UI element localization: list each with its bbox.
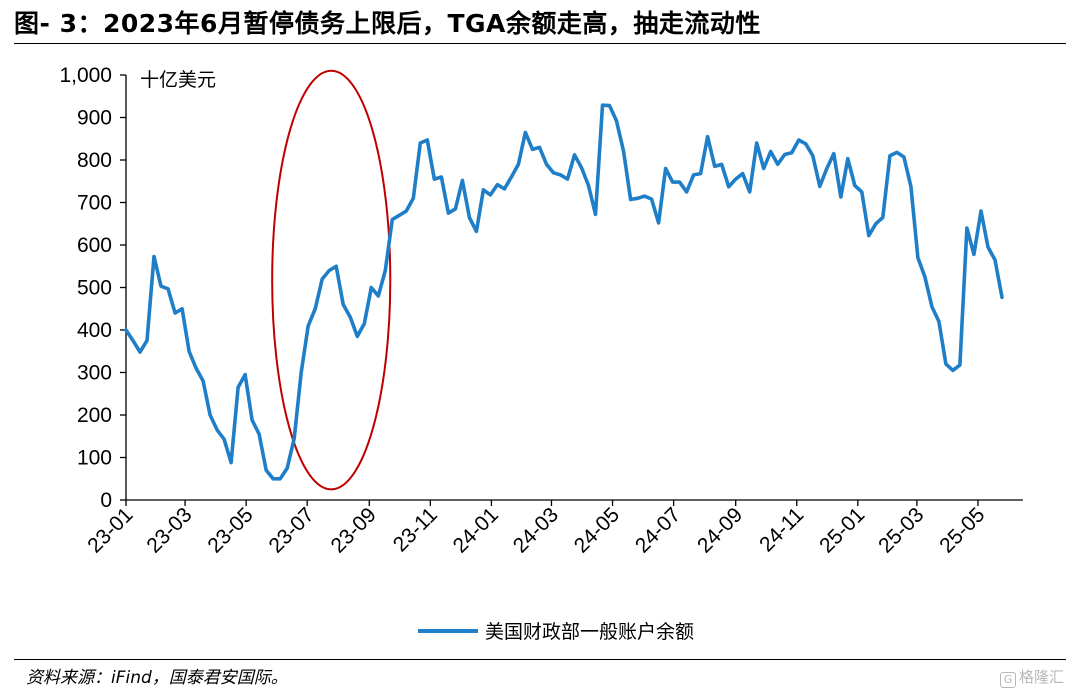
figure-title: 图- 3：2023年6月暂停债务上限后，TGA余额走高，抽走流动性 <box>14 9 761 38</box>
series-layer <box>124 103 1004 481</box>
series-line <box>124 103 1004 481</box>
watermark-text: 格隆汇 <box>1018 668 1064 686</box>
y-tick-label: 400 <box>77 319 112 342</box>
title-divider <box>14 43 1066 44</box>
watermark-logo-icon: G <box>999 672 1016 688</box>
highlight-layer <box>271 69 392 491</box>
y-tick-label: 700 <box>77 192 112 215</box>
y-tick-label: 600 <box>77 234 112 257</box>
y-tick-label: 100 <box>77 447 112 470</box>
y-tick-label: 300 <box>77 362 112 385</box>
x-tick-label: 25-03 <box>874 503 928 557</box>
x-tick-label: 23-11 <box>389 503 442 556</box>
x-tick-label: 24-03 <box>509 503 563 557</box>
x-tick-label: 24-05 <box>570 503 624 557</box>
x-tick-label: 24-11 <box>755 503 808 556</box>
y-tick-label: 900 <box>77 107 112 130</box>
x-tick-label: 25-05 <box>935 503 989 557</box>
source-note: 资料来源：iFind，国泰君安国际。 <box>26 668 288 688</box>
highlight-ellipse <box>271 69 392 491</box>
y-tick-label: 0 <box>100 489 112 512</box>
x-tick-label: 24-01 <box>449 503 503 557</box>
x-tick-label: 24-07 <box>631 503 685 557</box>
legend-label: 美国财政部一般账户余额 <box>485 621 694 643</box>
y-tick-label: 1,000 <box>59 64 112 87</box>
x-tick-label: 23-09 <box>327 503 381 557</box>
x-tick-label: 25-01 <box>815 503 869 557</box>
x-tick-label: 23-05 <box>203 503 257 557</box>
y-tick-label: 800 <box>77 149 112 172</box>
watermark: G 格隆汇 <box>999 666 1064 688</box>
x-tick-label: 23-07 <box>264 503 318 557</box>
legend: 美国财政部一般账户余额 <box>418 621 694 643</box>
x-tick-label: 23-03 <box>142 503 196 557</box>
y-tick-label: 500 <box>77 277 112 300</box>
y-tick-label: 200 <box>77 404 112 427</box>
x-tick-label: 24-09 <box>693 503 747 557</box>
source-divider <box>14 659 1066 660</box>
y-unit-label: 十亿美元 <box>140 69 216 91</box>
